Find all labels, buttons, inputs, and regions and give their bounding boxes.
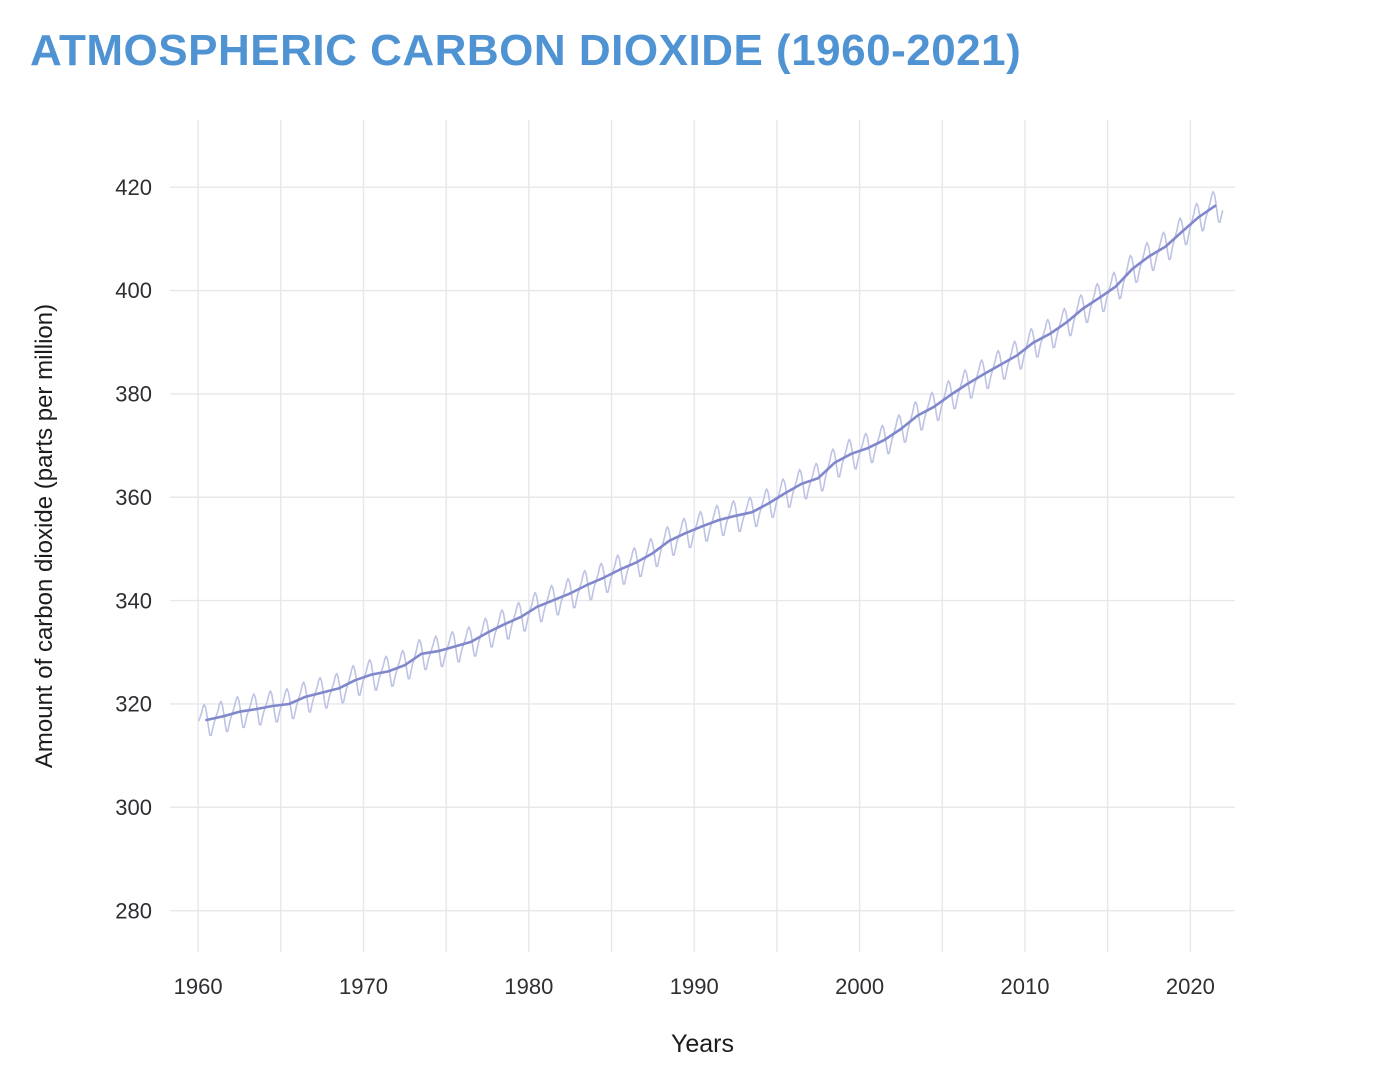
x-axis-label: Years bbox=[671, 1030, 734, 1058]
co2-line-chart: 280 300 320 340 360 380 400 420 1960 1970 1980 1990… bbox=[31, 120, 1235, 1058]
gridlines bbox=[170, 120, 1235, 952]
chart-title: ATMOSPHERIC CARBON DIOXIDE (1960-2021) bbox=[30, 26, 1022, 75]
trend-co2-line bbox=[205, 204, 1217, 722]
y-axis-label: Amount of carbon dioxide (parts per mill… bbox=[31, 304, 58, 768]
svg-text:420: 420 bbox=[115, 175, 152, 200]
chart-area: 280 300 320 340 360 380 400 420 1960 1970 1980 1990… bbox=[0, 100, 1374, 1082]
seasonal-co2-line bbox=[198, 190, 1224, 737]
svg-text:2000: 2000 bbox=[835, 974, 884, 999]
svg-text:360: 360 bbox=[115, 485, 152, 510]
axis-tick-labels: 280 300 320 340 360 380 400 420 1960 1970 1980 1990… bbox=[115, 175, 1215, 999]
svg-text:1960: 1960 bbox=[174, 974, 223, 999]
svg-text:300: 300 bbox=[115, 795, 152, 820]
svg-text:320: 320 bbox=[115, 692, 152, 717]
svg-text:380: 380 bbox=[115, 382, 152, 407]
svg-text:280: 280 bbox=[115, 898, 152, 923]
svg-text:340: 340 bbox=[115, 588, 152, 613]
svg-text:400: 400 bbox=[115, 278, 152, 303]
svg-text:1970: 1970 bbox=[339, 974, 388, 999]
svg-text:1990: 1990 bbox=[670, 974, 719, 999]
svg-text:2010: 2010 bbox=[1001, 974, 1050, 999]
svg-text:1980: 1980 bbox=[504, 974, 553, 999]
svg-text:2020: 2020 bbox=[1166, 974, 1215, 999]
